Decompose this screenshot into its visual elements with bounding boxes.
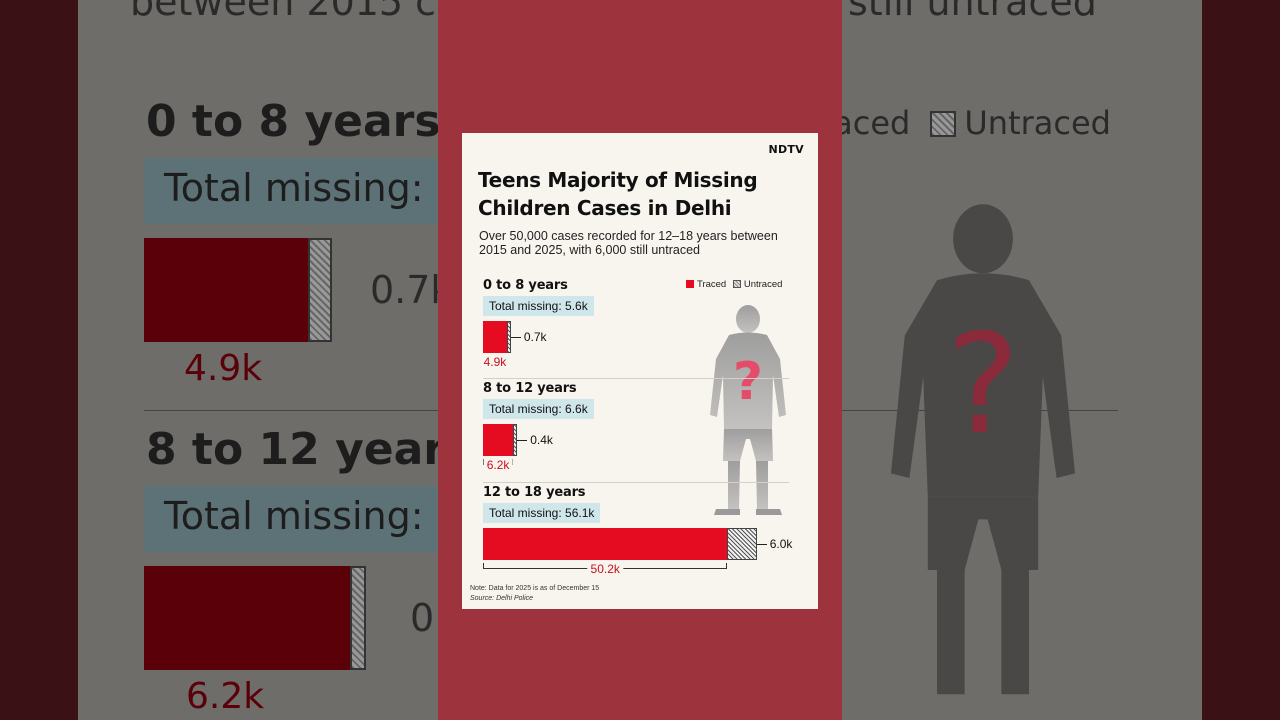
bg-subtitle-left: between 2015 c bbox=[130, 0, 437, 24]
bg-subtitle-right: still untraced bbox=[848, 0, 1097, 24]
question-mark-silhouette-icon: ? bbox=[710, 305, 786, 515]
untraced-connector bbox=[510, 337, 521, 338]
legend-untraced-label: Untraced bbox=[743, 279, 783, 290]
traced-value: 50.2k bbox=[587, 562, 623, 576]
legend-traced-swatch bbox=[686, 280, 694, 288]
bg-bar-untraced-2 bbox=[350, 566, 366, 670]
untraced-connector bbox=[756, 544, 767, 545]
footnote: Note: Data for 2025 is as of December 15 bbox=[470, 585, 600, 592]
bg-legend-untraced: Untraced bbox=[964, 104, 1111, 142]
bg-pill-1: Total missing: bbox=[144, 158, 444, 224]
background-right-edge bbox=[1202, 0, 1280, 720]
group-title: 12 to 18 years bbox=[483, 485, 586, 500]
group-title: 8 to 12 years bbox=[483, 381, 577, 396]
traced-value: 4.9k bbox=[480, 355, 510, 369]
bar-untraced bbox=[727, 528, 757, 560]
bar-untraced bbox=[506, 321, 511, 353]
bar-traced bbox=[483, 424, 514, 456]
bar-traced bbox=[483, 321, 507, 353]
untraced-connector bbox=[517, 440, 528, 441]
bg-legend-untraced-swatch bbox=[930, 111, 957, 137]
chart-subtitle: Over 50,000 cases recorded for 12–18 yea… bbox=[479, 229, 778, 257]
bg-group-title-2: 8 to 12 years bbox=[146, 424, 472, 475]
bg-bar-untraced-1 bbox=[308, 238, 332, 342]
untraced-value: 0.7k bbox=[523, 330, 547, 344]
total-missing-pill: Total missing: 6.6k bbox=[483, 399, 594, 419]
bar-traced bbox=[483, 528, 728, 560]
bg-silhouette-icon: ? bbox=[891, 204, 1075, 695]
group-divider bbox=[483, 378, 789, 379]
bg-legend: raced Untraced bbox=[820, 104, 1111, 142]
legend-untraced-swatch bbox=[732, 280, 741, 288]
legend: Traced Untraced bbox=[686, 279, 782, 290]
bg-bar-traced-1 bbox=[144, 238, 308, 342]
bg-lab-1: 4.9k bbox=[184, 348, 263, 389]
svg-text:?: ? bbox=[946, 304, 1019, 465]
legend-traced-label: Traced bbox=[697, 279, 727, 290]
chart-title: Teens Majority of Missing Children Cases… bbox=[478, 168, 758, 220]
svg-text:?: ? bbox=[733, 352, 763, 412]
background-left-edge bbox=[0, 0, 78, 720]
bar-untraced bbox=[513, 424, 518, 456]
bg-bar-traced-2 bbox=[144, 566, 350, 670]
group-divider bbox=[483, 482, 789, 483]
source-label: Source: bbox=[470, 595, 495, 602]
total-missing-pill: Total missing: 5.6k bbox=[483, 296, 594, 316]
source-value: Delhi Police bbox=[496, 595, 534, 602]
total-missing-pill: Total missing: 56.1k bbox=[483, 503, 601, 523]
ndtv-logo: NDTV bbox=[768, 143, 804, 156]
untraced-value: 6.0k bbox=[769, 537, 793, 551]
infographic-card: NDTV Teens Majority of Missing Children … bbox=[462, 133, 818, 609]
source-line: Source: Delhi Police bbox=[470, 595, 533, 602]
traced-value: 6.2k bbox=[483, 458, 513, 472]
bg-pill-2: Total missing: bbox=[144, 486, 444, 552]
bg-group-title-1: 0 to 8 years bbox=[146, 96, 441, 147]
bg-lab-2: 6.2k bbox=[186, 676, 265, 717]
group-title: 0 to 8 years bbox=[483, 278, 568, 293]
untraced-value: 0.4k bbox=[530, 433, 553, 447]
